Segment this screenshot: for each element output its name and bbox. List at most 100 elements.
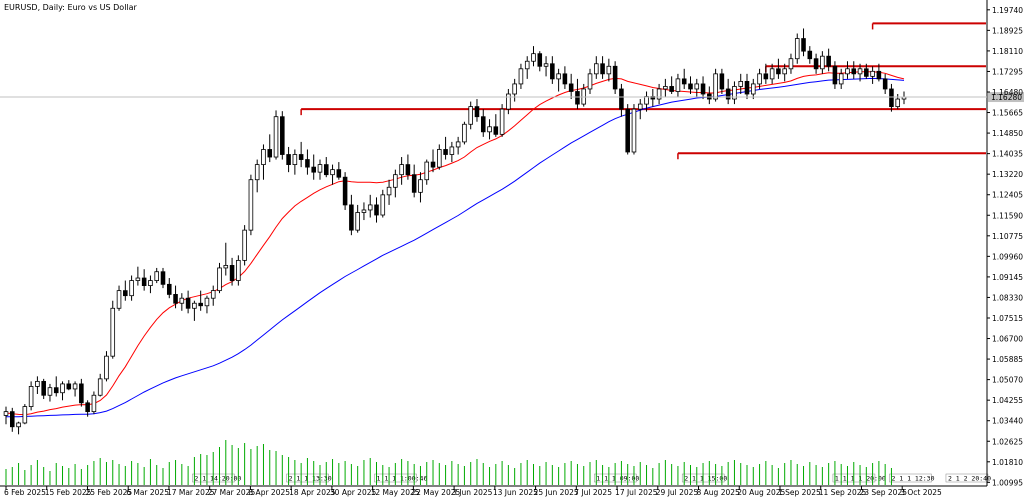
candle-body-bearish <box>801 38 806 52</box>
candle-body-bullish <box>28 386 34 407</box>
y-tick-label: 1.05070 <box>992 376 1023 385</box>
x-tick-label: 23 Sep 2025 <box>859 488 907 497</box>
candle-body-bearish <box>166 283 172 295</box>
candle-body-bearish <box>405 164 411 176</box>
candle-body-bullish <box>895 98 901 108</box>
candle-body-bearish <box>9 411 15 428</box>
event-stamp-label: 2 1 1 15:00 <box>684 475 727 483</box>
y-tick-label: 1.18110 <box>992 47 1023 56</box>
candle-body-bearish <box>336 169 342 178</box>
x-tick-label: 15 Feb 2025 <box>45 488 92 497</box>
candle-body-bullish <box>367 204 373 211</box>
event-stamp-label: 2 1 2 20:40 <box>948 475 991 483</box>
candle-body-bearish <box>141 277 147 286</box>
x-tick-label: 7 Jul 2025 <box>574 488 612 497</box>
candle-body-bearish <box>185 297 191 309</box>
candle-body-bullish <box>135 277 141 281</box>
candle-body-bullish <box>110 307 116 357</box>
x-tick-label: 6 Feb 2025 <box>4 488 46 497</box>
candle-body-bullish <box>794 38 800 60</box>
candle-body-bullish <box>393 174 398 188</box>
x-tick-label: 18 Apr 2025 <box>289 488 336 497</box>
candle-body-bullish <box>637 103 643 110</box>
candle-body-bullish <box>738 81 744 87</box>
candle-body-bearish <box>349 204 354 231</box>
candle-body-bearish <box>700 83 706 95</box>
candle-body-bearish <box>575 91 580 105</box>
candle-body-bearish <box>776 68 781 75</box>
candle-body-bullish <box>179 297 185 304</box>
candle-body-bearish <box>763 73 769 80</box>
candle-body-bullish <box>192 302 197 309</box>
event-stamp-box <box>945 473 989 483</box>
y-tick-label: 1.05885 <box>992 355 1023 364</box>
candle-body-bullish <box>236 259 241 281</box>
candle-body-bullish <box>499 108 505 135</box>
y-tick-label: 1.19740 <box>992 6 1023 15</box>
candle-body-bearish <box>474 106 480 118</box>
candle-body-bearish <box>568 83 574 92</box>
candle-body-bullish <box>273 116 279 158</box>
candle-body-bearish <box>53 387 59 394</box>
candle-body-bullish <box>462 123 467 143</box>
candle-body-bullish <box>732 86 737 100</box>
candle-body-bullish <box>506 93 511 110</box>
candle-body-bearish <box>323 164 329 176</box>
candle-body-bullish <box>487 126 492 133</box>
x-tick-label: 3 Jun 2025 <box>452 488 493 497</box>
candle-body-bullish <box>154 271 159 281</box>
candle-body-bullish <box>91 394 97 413</box>
candle-body-bullish <box>292 154 298 165</box>
y-tick-label: 1.18925 <box>992 26 1023 35</box>
candle-body-bearish <box>493 126 499 135</box>
y-tick-label: 1.01810 <box>992 458 1023 467</box>
candle-body-bearish <box>889 88 894 108</box>
candle-body-bullish <box>788 58 794 70</box>
candle-body-bearish <box>123 290 128 297</box>
candle-body-bearish <box>342 176 348 206</box>
x-tick-label: 8 Apr 2025 <box>248 488 290 497</box>
candle-body-bearish <box>562 73 568 85</box>
candle-body-bullish <box>644 96 649 105</box>
candle-body-bullish <box>663 86 668 90</box>
candle-body-bullish <box>16 422 21 428</box>
candle-body-bearish <box>826 55 831 67</box>
candle-body-bullish <box>380 194 386 216</box>
candle-body-bearish <box>882 78 888 90</box>
x-tick-label: 12 May 2025 <box>371 488 420 497</box>
candle-body-bullish <box>3 411 9 416</box>
candle-body-bullish <box>587 73 593 90</box>
candle-body-bearish <box>650 96 656 100</box>
candle-body-bullish <box>449 146 455 155</box>
candle-body-bearish <box>813 58 819 70</box>
candle-body-bullish <box>713 73 718 100</box>
candle-body-bearish <box>612 65 618 90</box>
candle-body-bullish <box>424 161 430 181</box>
candle-body-bullish <box>330 169 335 176</box>
x-tick-label: 22 May 2025 <box>411 488 460 497</box>
candle-body-bullish <box>261 149 266 165</box>
candle-body-bearish <box>625 108 630 153</box>
event-stamp-box <box>889 473 932 483</box>
candle-body-bearish <box>267 149 273 158</box>
candle-body-bearish <box>411 174 417 193</box>
candle-body-bearish <box>864 68 869 77</box>
x-tick-label: 13 Jun 2025 <box>493 488 538 497</box>
candle-body-bearish <box>480 116 486 133</box>
candle-body-bullish <box>47 387 53 396</box>
candle-body-bearish <box>744 81 750 95</box>
y-tick-label: 1.04255 <box>992 396 1023 405</box>
current-price-box <box>988 92 1024 103</box>
candle-body-bearish <box>719 73 725 90</box>
candle-body-bearish <box>725 88 731 100</box>
candle-body-bullish <box>399 164 404 176</box>
candle-body-bearish <box>807 50 813 60</box>
candle-body-bullish <box>217 267 222 292</box>
candle-body-bearish <box>280 116 285 155</box>
x-tick-label: 17 Jul 2025 <box>615 488 658 497</box>
x-tick-label: 25 Feb 2025 <box>85 488 132 497</box>
candle-body-bearish <box>600 63 605 75</box>
candle-body-bullish <box>581 88 587 105</box>
